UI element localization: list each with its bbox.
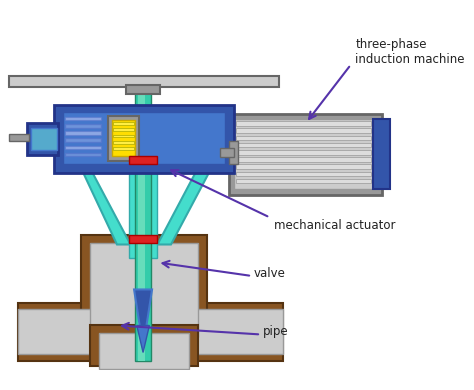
Bar — [81, 236, 207, 344]
Bar — [113, 122, 134, 125]
Bar — [128, 156, 157, 163]
Bar — [113, 135, 134, 137]
Bar — [63, 112, 225, 165]
Bar — [113, 147, 134, 150]
Bar — [137, 92, 145, 362]
Bar — [236, 143, 371, 147]
Bar — [236, 179, 371, 183]
Text: valve: valve — [254, 267, 286, 280]
Bar — [18, 309, 283, 354]
Bar — [27, 123, 58, 154]
Bar — [9, 134, 29, 141]
Bar — [90, 326, 198, 366]
Bar — [65, 117, 101, 120]
Bar — [126, 85, 160, 94]
Bar — [65, 138, 101, 142]
Bar — [99, 333, 189, 369]
Text: three-phase
induction machine: three-phase induction machine — [356, 37, 465, 66]
Text: mechanical actuator: mechanical actuator — [274, 219, 396, 232]
Bar — [229, 114, 383, 195]
Bar — [236, 150, 371, 154]
Bar — [229, 141, 238, 163]
Bar — [65, 117, 101, 120]
Bar — [113, 128, 134, 131]
Bar — [65, 153, 101, 156]
Bar — [54, 105, 234, 172]
Bar — [18, 303, 283, 362]
Bar — [128, 236, 157, 243]
Polygon shape — [137, 326, 149, 353]
Bar — [65, 145, 101, 149]
Bar — [128, 110, 139, 258]
Bar — [220, 148, 234, 157]
Bar — [65, 145, 101, 149]
Bar — [113, 141, 134, 144]
Bar — [236, 157, 371, 162]
Bar — [236, 165, 371, 169]
Bar — [108, 116, 139, 161]
Bar — [234, 119, 374, 189]
Text: pipe: pipe — [263, 326, 288, 339]
Bar — [65, 124, 101, 128]
Bar — [236, 121, 371, 126]
Bar — [236, 172, 371, 176]
Bar — [236, 136, 371, 140]
Bar — [9, 76, 279, 87]
Polygon shape — [81, 168, 130, 245]
Bar — [65, 131, 101, 135]
Bar — [374, 119, 390, 189]
Bar — [90, 243, 198, 337]
Bar — [236, 128, 371, 133]
Bar — [31, 128, 57, 150]
Bar — [135, 92, 151, 362]
Polygon shape — [157, 168, 211, 245]
Bar — [65, 131, 101, 135]
Bar — [112, 120, 135, 156]
Polygon shape — [134, 289, 152, 330]
Bar — [146, 110, 157, 258]
